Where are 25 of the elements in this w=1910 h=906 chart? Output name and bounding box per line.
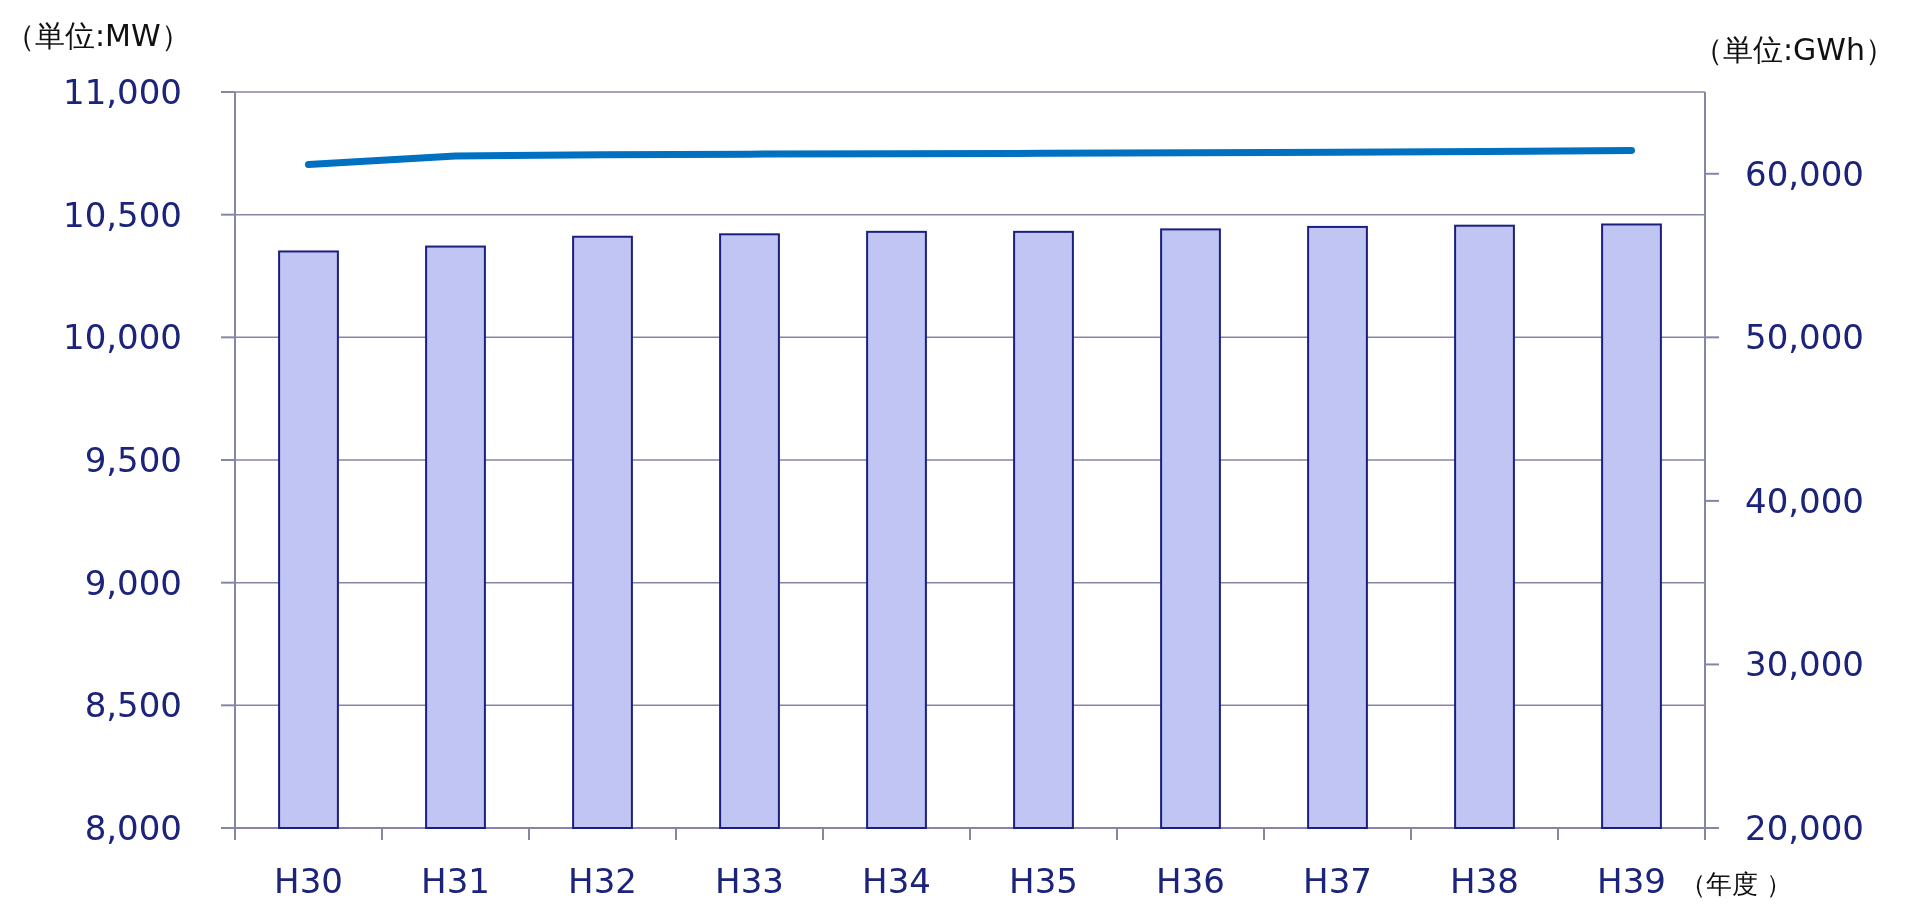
x-tick-label: H35 — [1009, 861, 1078, 901]
y2-tick-label: 60,000 — [1745, 153, 1864, 194]
y-tick-label: 10,000 — [63, 317, 182, 358]
x-tick-label: H30 — [274, 861, 343, 901]
x-tick-label: H33 — [715, 861, 784, 901]
y-tick-label: 9,500 — [84, 440, 182, 480]
y-tick-label: 8,500 — [84, 685, 182, 726]
x-tick-label: H31 — [421, 861, 490, 901]
y-tick-label: 9,000 — [84, 562, 182, 603]
y2-axis-title: （単位:GWh） — [1692, 32, 1895, 67]
y2-tick-label: 40,000 — [1745, 480, 1864, 521]
y-tick-label: 8,000 — [84, 808, 182, 848]
y-tick-label: 10,500 — [63, 194, 182, 235]
y2-tick-label: 20,000 — [1745, 808, 1864, 848]
x-tick-label: H36 — [1156, 861, 1225, 901]
y2-tick-label: 30,000 — [1745, 644, 1864, 685]
x-tick-label: H37 — [1303, 861, 1372, 901]
x-tick-label: H38 — [1450, 861, 1519, 901]
x-axis-title: （年度 ） — [1680, 869, 1793, 899]
y-axis-title: （単位:MW） — [5, 18, 191, 53]
x-tick-label: H32 — [568, 861, 637, 901]
y2-tick-label: 50,000 — [1745, 317, 1864, 358]
y-tick-label: 11,000 — [63, 72, 182, 112]
x-tick-label: H34 — [862, 861, 931, 901]
x-tick-label: H39 — [1597, 861, 1666, 901]
